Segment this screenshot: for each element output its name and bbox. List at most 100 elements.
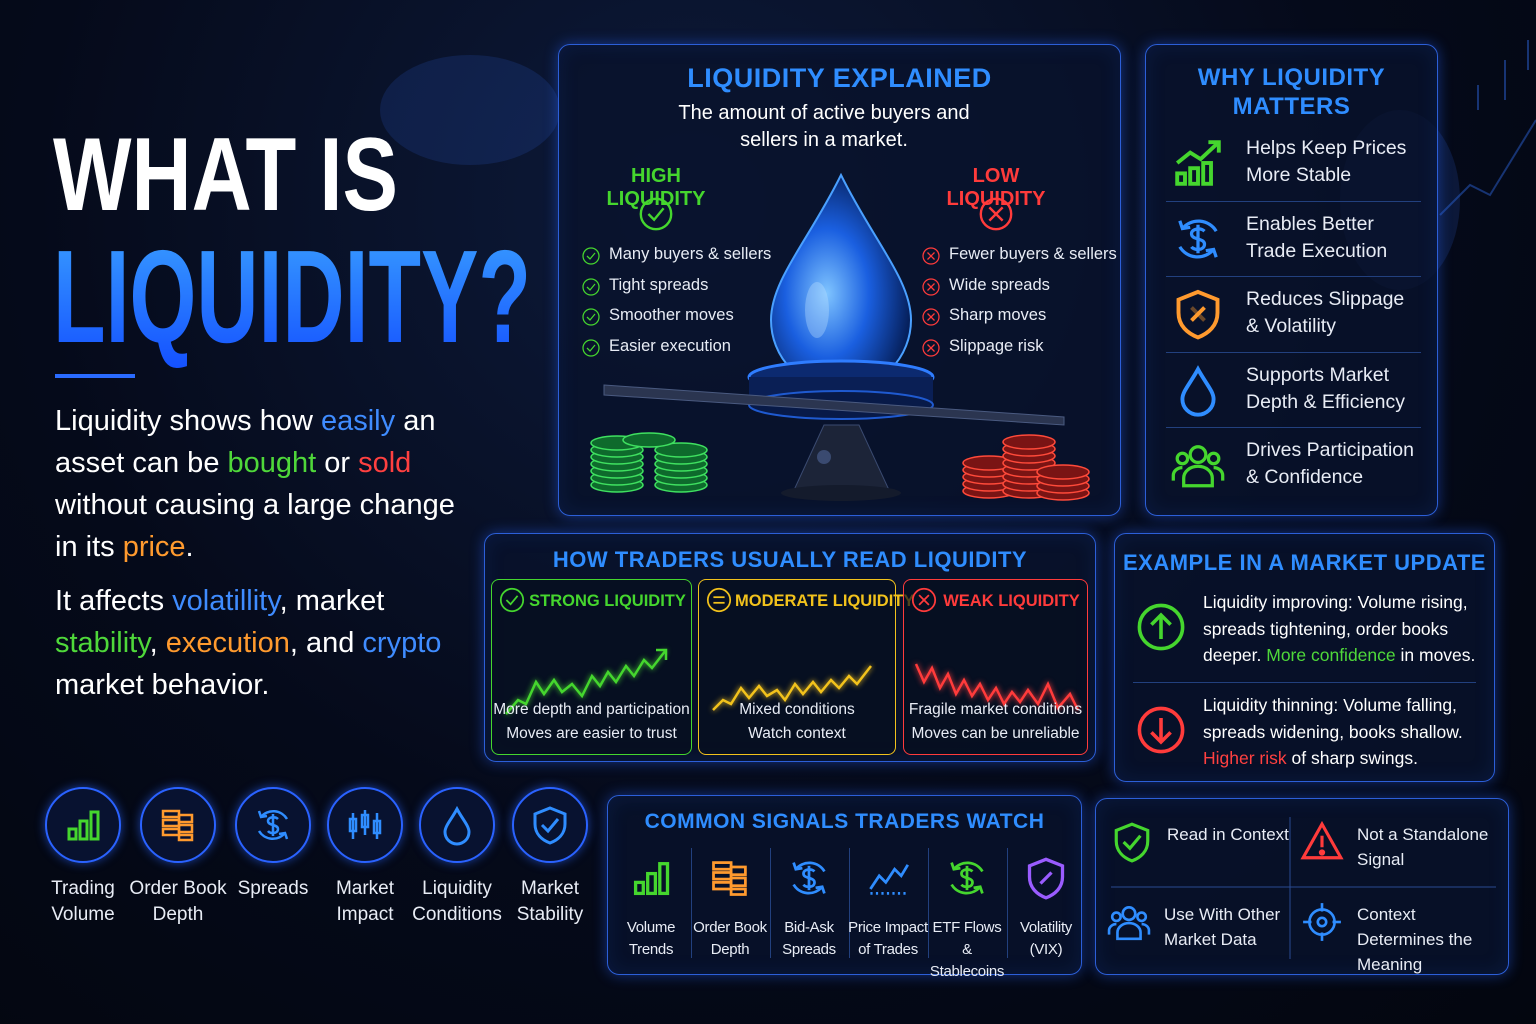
- text-segment: More confidence: [1266, 645, 1396, 665]
- signal-label: Order Book Depth: [693, 919, 767, 958]
- icon: [792, 861, 826, 895]
- card-line: Watch context: [748, 725, 846, 742]
- coin: [1002, 434, 1056, 450]
- why-item: Reduces Slippage & Volatility: [1246, 288, 1405, 337]
- intro-paragraph: Liquidity shows how easily an asset can …: [55, 400, 485, 568]
- icon: [533, 806, 567, 845]
- text-segment: Liquidity shows how: [55, 405, 321, 437]
- intro-paragraph: It affects volatillity, market stability…: [55, 580, 485, 706]
- icon-label: Market Impact: [335, 878, 395, 925]
- icon: [161, 809, 194, 842]
- column-item: Easier execution: [609, 336, 731, 355]
- main-title: WHAT IS LIQUIDITY?: [53, 117, 531, 370]
- icon-ring: [512, 787, 588, 863]
- icon-label: Order Book Depth: [129, 878, 227, 925]
- panel-title: LIQUIDITY EXPLAINED: [687, 63, 992, 93]
- text-segment: or: [316, 447, 359, 479]
- why-panel: WHY LIQUIDITY MATTERS Helps Keep Prices …: [1145, 44, 1438, 516]
- text-segment: without causing a large change in its: [55, 489, 455, 563]
- card-line: Moves are easier to trust: [506, 725, 677, 742]
- note-text: Context Determines the Meaning: [1357, 905, 1473, 974]
- title-line-1: WHAT IS: [53, 117, 398, 233]
- divider: [770, 848, 771, 958]
- left-icon-row: Trading Volume Order Book Depth Spreads Mar…: [0, 780, 600, 940]
- signal-label: Bid-Ask Spreads: [782, 919, 836, 958]
- example-text: Liquidity thinning: Volume falling, spre…: [1203, 692, 1488, 772]
- text-segment: stability: [55, 627, 150, 659]
- signal-label: Volatility (VIX): [1019, 919, 1073, 958]
- text-segment: sold: [358, 447, 412, 479]
- divider: [1166, 351, 1421, 353]
- sparkline: [505, 648, 668, 715]
- card-title: STRONG LIQUIDITY: [529, 592, 686, 610]
- icon: [1178, 219, 1218, 258]
- text-segment: crypto: [362, 627, 442, 659]
- panel-title: WHY LIQUIDITY MATTERS: [1197, 64, 1386, 120]
- icon: [922, 308, 940, 326]
- icon-ring: [419, 787, 495, 863]
- sparkline: [712, 665, 872, 711]
- column-item: Sharp moves: [949, 306, 1047, 324]
- panel-subtitle: The amount of active buyers and sellers …: [678, 102, 970, 151]
- coin: [622, 432, 676, 448]
- notes-panel: Read in Context Not a Standalone Signal Us…: [1095, 798, 1509, 975]
- card-line: Fragile market conditions: [908, 701, 1083, 718]
- text-segment: ,: [149, 627, 166, 659]
- icon: [1176, 289, 1220, 340]
- icon-ring: [140, 787, 216, 863]
- icon: [1114, 822, 1150, 863]
- icon: [1137, 603, 1185, 651]
- divider: [691, 848, 692, 958]
- signal-label: ETF Flows & Stablecoins: [929, 919, 1005, 980]
- text-segment: an asset can be: [55, 405, 436, 479]
- icon-label: Trading Volume: [51, 878, 115, 925]
- column-item: Many buyers & sellers: [609, 245, 772, 263]
- text-segment: in moves.: [1395, 645, 1476, 665]
- scale-illustration: [590, 172, 1090, 501]
- coin: [1036, 464, 1090, 480]
- icon: [922, 247, 940, 265]
- text-segment: Liquidity thinning: Volume falling, spre…: [1203, 695, 1463, 742]
- text-segment: bought: [227, 447, 317, 479]
- text-segment: .: [185, 531, 194, 563]
- note-text: Read in Context: [1167, 825, 1289, 844]
- divider: [928, 848, 929, 958]
- icon-label: Spreads: [237, 878, 309, 899]
- text-segment: volatillity: [172, 585, 280, 617]
- divider: [1133, 682, 1476, 683]
- text-segment: market behavior.: [55, 669, 270, 701]
- read-card: WEAK LIQUIDITY Fragile market conditions M…: [903, 579, 1088, 755]
- why-item: Supports Market Depth & Efficiency: [1246, 363, 1405, 413]
- icon-ring: [235, 787, 311, 863]
- column-item: Smoother moves: [609, 306, 734, 324]
- explained-panel: LIQUIDITY EXPLAINED The amount of active…: [558, 44, 1121, 516]
- icon: [1180, 364, 1216, 417]
- text-segment: , market: [279, 585, 385, 617]
- text-segment: Higher risk: [1203, 748, 1287, 768]
- text-segment: price: [122, 531, 186, 563]
- card-line: Moves can be unreliable: [911, 725, 1080, 742]
- text-segment: of sharp swings.: [1286, 748, 1418, 768]
- example-text: Liquidity improving: Volume rising, spre…: [1203, 589, 1488, 669]
- divider: [1166, 427, 1421, 428]
- icon: [1303, 903, 1341, 941]
- divider: [849, 848, 850, 958]
- divider: [1007, 848, 1008, 958]
- icon: [582, 277, 600, 296]
- icon-ring: [327, 787, 403, 863]
- signal-label: Price Impact of Trades: [848, 919, 928, 958]
- icon: [1137, 706, 1185, 754]
- coin: [654, 442, 708, 458]
- icon-label: Market Stability: [516, 878, 584, 925]
- card-title: MODERATE LIQUIDITY: [735, 592, 915, 610]
- note-text: Not a Standalone Signal: [1357, 825, 1489, 869]
- card-line: More depth and participation: [493, 701, 690, 718]
- title-line-2: LIQUIDITY?: [53, 223, 531, 370]
- icon: [257, 810, 289, 840]
- card-title: WEAK LIQUIDITY: [943, 592, 1080, 610]
- icon: [712, 861, 747, 896]
- panel-title: EXAMPLE IN A MARKET UPDATE: [1123, 550, 1486, 575]
- icon-ring: [45, 787, 121, 863]
- icon: [1171, 445, 1225, 488]
